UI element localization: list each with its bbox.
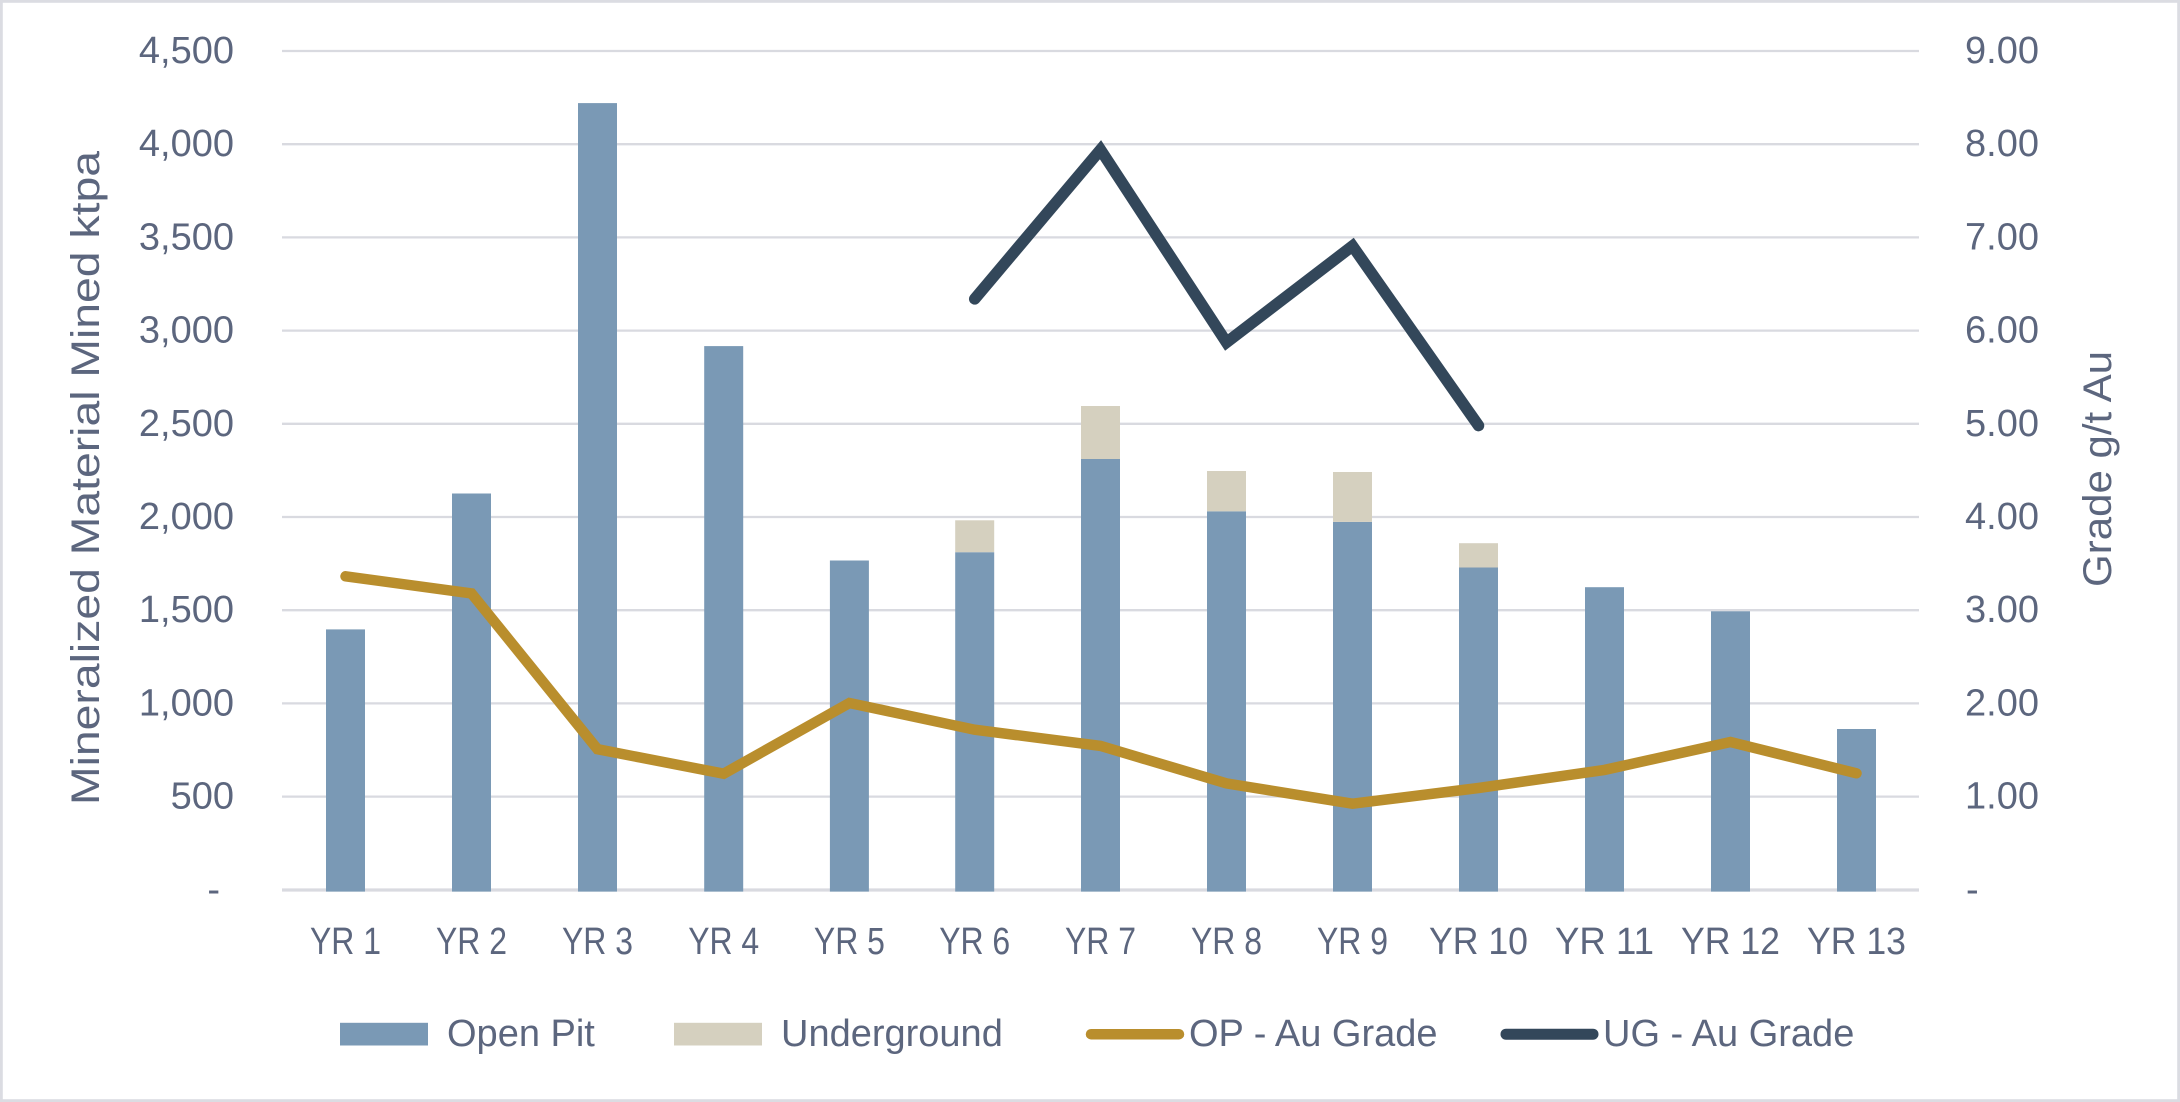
svg-text:1,000: 1,000 [139,682,234,724]
svg-text:YR 12: YR 12 [1681,921,1780,963]
svg-text:-: - [207,869,220,911]
svg-text:1,500: 1,500 [139,589,234,631]
svg-text:2.00: 2.00 [1965,682,2039,724]
svg-text:4,000: 4,000 [139,123,234,165]
svg-text:YR 6: YR 6 [939,921,1010,963]
svg-text:Underground: Underground [781,1013,1003,1055]
svg-text:Mineralized Material Mined ktp: Mineralized Material Mined ktpa [64,150,108,805]
svg-text:YR 5: YR 5 [814,921,885,963]
svg-text:5.00: 5.00 [1965,403,2039,445]
svg-text:YR 11: YR 11 [1555,921,1654,963]
svg-text:Open Pit: Open Pit [447,1013,595,1055]
svg-text:YR 9: YR 9 [1317,921,1388,963]
svg-text:3,000: 3,000 [139,310,234,352]
svg-text:4.00: 4.00 [1965,496,2039,538]
svg-text:2,500: 2,500 [139,403,234,445]
svg-text:4,500: 4,500 [139,30,234,72]
svg-text:-: - [1966,869,1979,911]
svg-text:8.00: 8.00 [1965,123,2039,165]
svg-text:7.00: 7.00 [1965,216,2039,258]
svg-text:YR 1: YR 1 [310,921,381,963]
svg-text:OP - Au Grade: OP - Au Grade [1189,1013,1438,1055]
svg-text:YR 8: YR 8 [1191,921,1262,963]
svg-text:6.00: 6.00 [1965,310,2039,352]
svg-text:2,000: 2,000 [139,496,234,538]
svg-text:YR 10: YR 10 [1429,921,1528,963]
svg-text:1.00: 1.00 [1965,776,2039,818]
svg-text:UG - Au Grade: UG - Au Grade [1603,1013,1854,1055]
svg-text:YR 13: YR 13 [1807,921,1906,963]
svg-text:YR 3: YR 3 [562,921,633,963]
svg-text:YR 7: YR 7 [1065,921,1136,963]
svg-text:Grade g/t Au: Grade g/t Au [2076,351,2120,587]
svg-text:3.00: 3.00 [1965,589,2039,631]
svg-text:3,500: 3,500 [139,216,234,258]
svg-text:YR 4: YR 4 [688,921,759,963]
svg-text:YR 2: YR 2 [436,921,507,963]
svg-text:500: 500 [171,776,234,818]
svg-text:9.00: 9.00 [1965,30,2039,72]
